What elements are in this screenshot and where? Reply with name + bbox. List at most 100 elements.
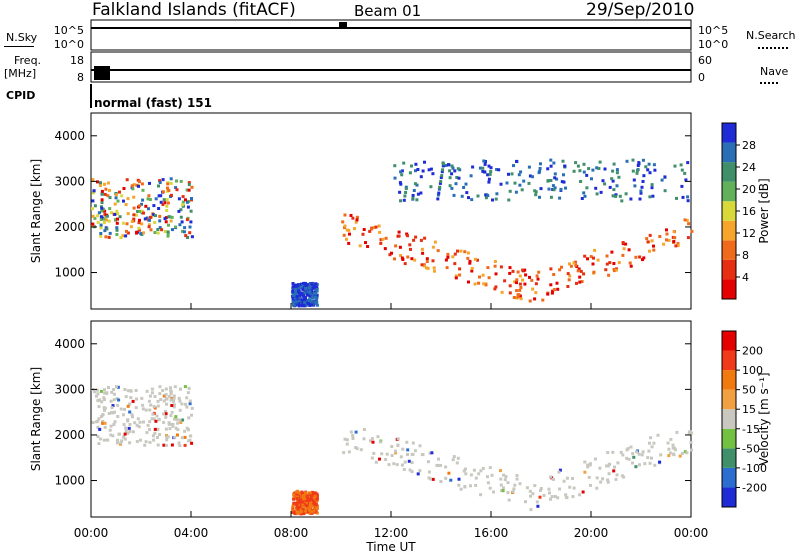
data-cell: [587, 167, 591, 171]
data-cell: [306, 293, 309, 297]
data-cell: [459, 249, 463, 253]
data-cell: [667, 454, 671, 458]
data-cell: [165, 402, 168, 406]
data-cell: [557, 470, 561, 474]
data-cell: [408, 468, 412, 472]
data-cell: [632, 455, 636, 459]
data-cell: [101, 207, 105, 211]
data-cell: [164, 387, 168, 391]
data-cell: [165, 198, 169, 202]
data-cell: [439, 179, 443, 183]
data-cell: [304, 491, 307, 495]
colorbar-tick-label: 50: [742, 384, 756, 397]
data-cell: [139, 438, 142, 442]
data-cell: [399, 199, 402, 203]
data-cell: [310, 290, 314, 294]
data-cell: [309, 501, 313, 505]
power-y-axis: 1000 2000 3000 4000: [54, 129, 691, 280]
data-cell: [313, 491, 317, 495]
data-cell: [301, 510, 305, 513]
data-cell: [549, 475, 553, 479]
colorbar-segment: [722, 142, 736, 163]
data-cell: [96, 435, 100, 439]
data-cell: [303, 504, 307, 508]
data-cell: [99, 181, 102, 185]
data-cell: [126, 431, 130, 435]
data-cell: [665, 232, 669, 236]
data-cell: [174, 426, 178, 430]
data-cell: [683, 218, 687, 222]
data-cell: [503, 279, 507, 283]
data-cell: [118, 190, 121, 194]
data-cell: [627, 457, 631, 461]
data-cell: [115, 221, 119, 225]
data-cell: [343, 437, 347, 441]
data-cell: [444, 465, 448, 469]
data-cell: [431, 172, 435, 176]
data-cell: [145, 431, 149, 435]
data-cell: [109, 424, 113, 428]
data-cell: [106, 181, 110, 185]
data-cell: [314, 295, 318, 299]
data-cell: [134, 389, 138, 392]
data-cell: [108, 188, 111, 192]
data-cell: [164, 427, 168, 431]
data-cell: [162, 198, 166, 202]
data-cell: [119, 441, 123, 445]
data-cell: [355, 447, 359, 451]
data-cell: [441, 168, 445, 172]
data-cell: [304, 286, 308, 290]
data-cell: [188, 399, 192, 403]
data-cell: [128, 402, 132, 406]
data-cell: [578, 275, 582, 279]
data-cell: [103, 209, 107, 213]
data-cell: [181, 200, 185, 204]
data-cell: [686, 199, 690, 203]
data-cell: [113, 410, 116, 414]
data-cell: [135, 423, 139, 427]
data-cell: [96, 220, 100, 224]
data-cell: [611, 194, 615, 198]
data-cell: [92, 189, 96, 193]
data-cell: [403, 460, 407, 464]
data-cell: [108, 231, 112, 235]
data-cell: [564, 495, 568, 499]
data-cell: [430, 451, 434, 455]
data-cell: [622, 247, 626, 251]
data-cell: [311, 502, 315, 506]
data-cell: [507, 172, 510, 176]
data-cell: [513, 181, 517, 185]
data-cell: [170, 396, 174, 400]
data-cell: [610, 250, 614, 254]
data-cell: [631, 461, 634, 465]
data-cell: [450, 172, 454, 176]
data-cell: [181, 418, 185, 422]
data-cell: [690, 431, 694, 435]
data-cell: [303, 291, 307, 295]
data-cell: [363, 428, 366, 431]
data-cell: [310, 296, 314, 300]
data-cell: [469, 174, 473, 178]
colorbar-segment: [722, 389, 736, 410]
data-cell: [405, 232, 409, 236]
data-cell: [171, 424, 175, 428]
data-cell: [116, 212, 120, 216]
data-cell: [605, 254, 609, 258]
data-cell: [303, 301, 307, 305]
data-cell: [180, 402, 184, 406]
data-cell: [140, 202, 143, 206]
data-cell: [499, 483, 503, 487]
data-cell: [152, 204, 156, 208]
data-cell: [615, 184, 619, 188]
data-cell: [446, 252, 450, 256]
data-cell: [177, 209, 181, 213]
data-cell: [555, 281, 559, 285]
data-cell: [650, 445, 654, 449]
data-cell: [476, 258, 479, 262]
data-cell: [528, 174, 532, 178]
data-cell: [296, 489, 300, 493]
data-cell: [522, 179, 526, 183]
data-cell: [113, 218, 117, 222]
data-cell: [619, 450, 623, 454]
data-cell: [122, 413, 125, 417]
